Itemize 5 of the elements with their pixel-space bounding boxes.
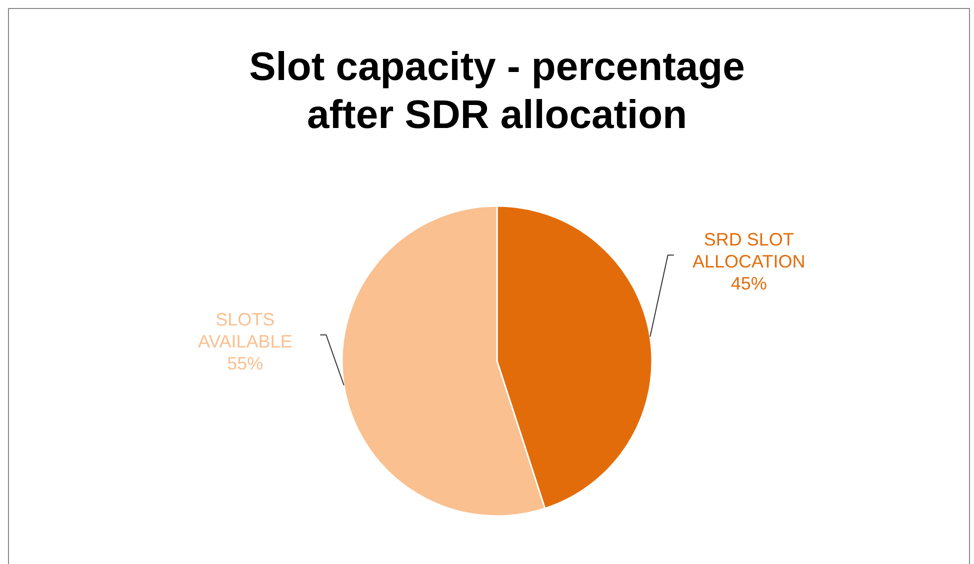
slice-label: SLOTS AVAILABLE xyxy=(198,309,292,352)
slice-label: SRD SLOT ALLOCATION xyxy=(692,230,806,272)
data-label: 45% xyxy=(730,274,767,294)
chart-title: Slot capacity - percentage after SDR allocation xyxy=(249,45,745,137)
data-label: 55% xyxy=(227,353,264,374)
